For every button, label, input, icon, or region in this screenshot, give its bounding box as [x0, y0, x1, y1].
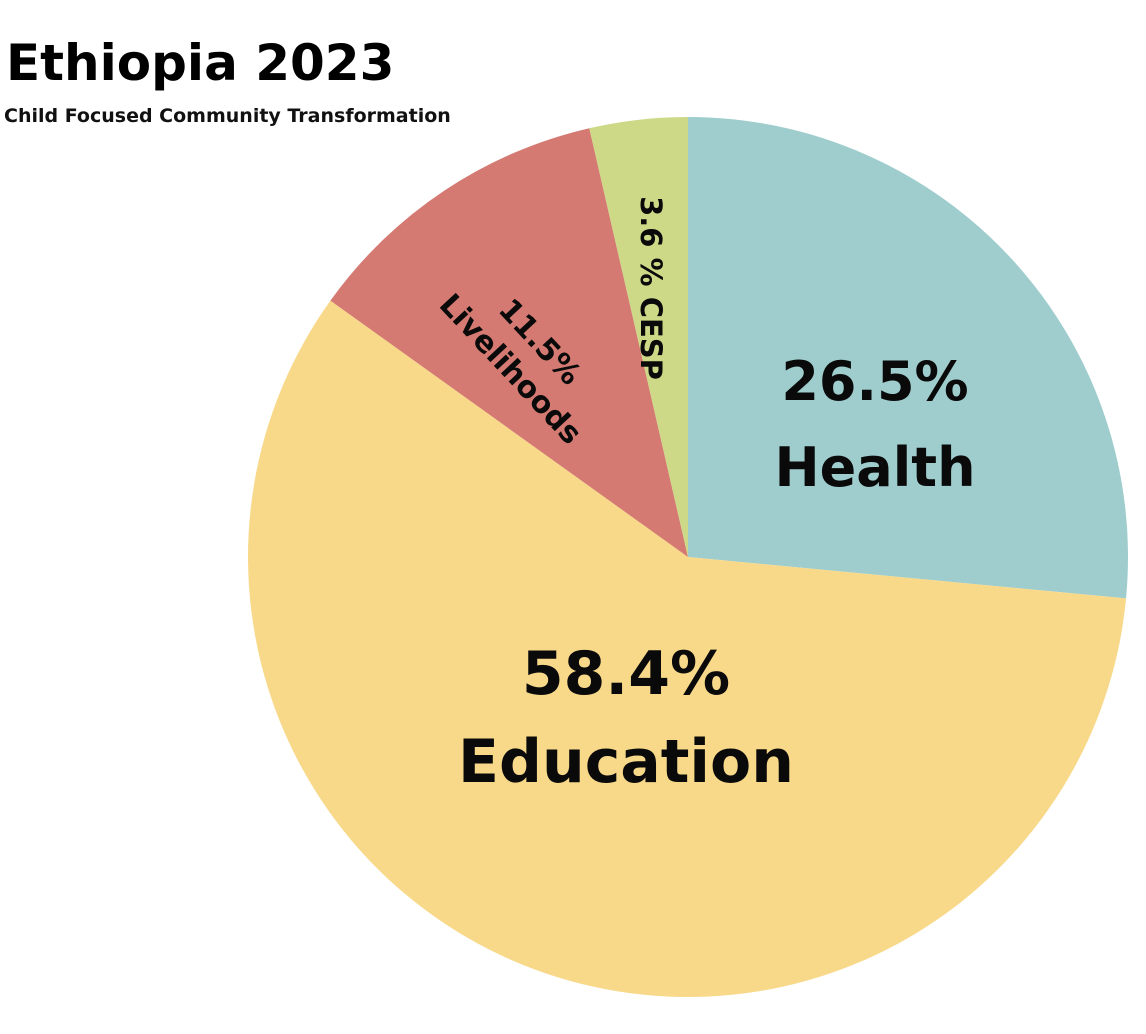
slice-value-health: 26.5%	[781, 350, 968, 413]
pie-slice-livelihoods	[330, 128, 688, 557]
pie-slice-education	[247, 300, 1127, 998]
slice-label-health: 26.5% Health	[774, 350, 975, 499]
slice-name-cesp: CESP	[634, 297, 668, 380]
pie-slice-health	[688, 117, 1128, 599]
slice-label-cesp: 3.6 % CESP	[634, 196, 668, 380]
slice-label-education: 58.4% Education	[458, 639, 794, 797]
chart-subtitle: Child Focused Community Transformation	[4, 105, 451, 127]
chart-title: Ethiopia 2023	[6, 34, 395, 92]
pie-slices	[247, 117, 1128, 998]
slice-label-cesp-text: 3.6 % CESP	[634, 196, 668, 380]
slice-value-cesp: 3.6 %	[634, 196, 668, 287]
slice-value-education: 58.4%	[522, 639, 730, 709]
slice-name-health: Health	[774, 436, 975, 499]
slice-name-education: Education	[458, 727, 794, 797]
pie-slice-cesp	[589, 117, 688, 557]
